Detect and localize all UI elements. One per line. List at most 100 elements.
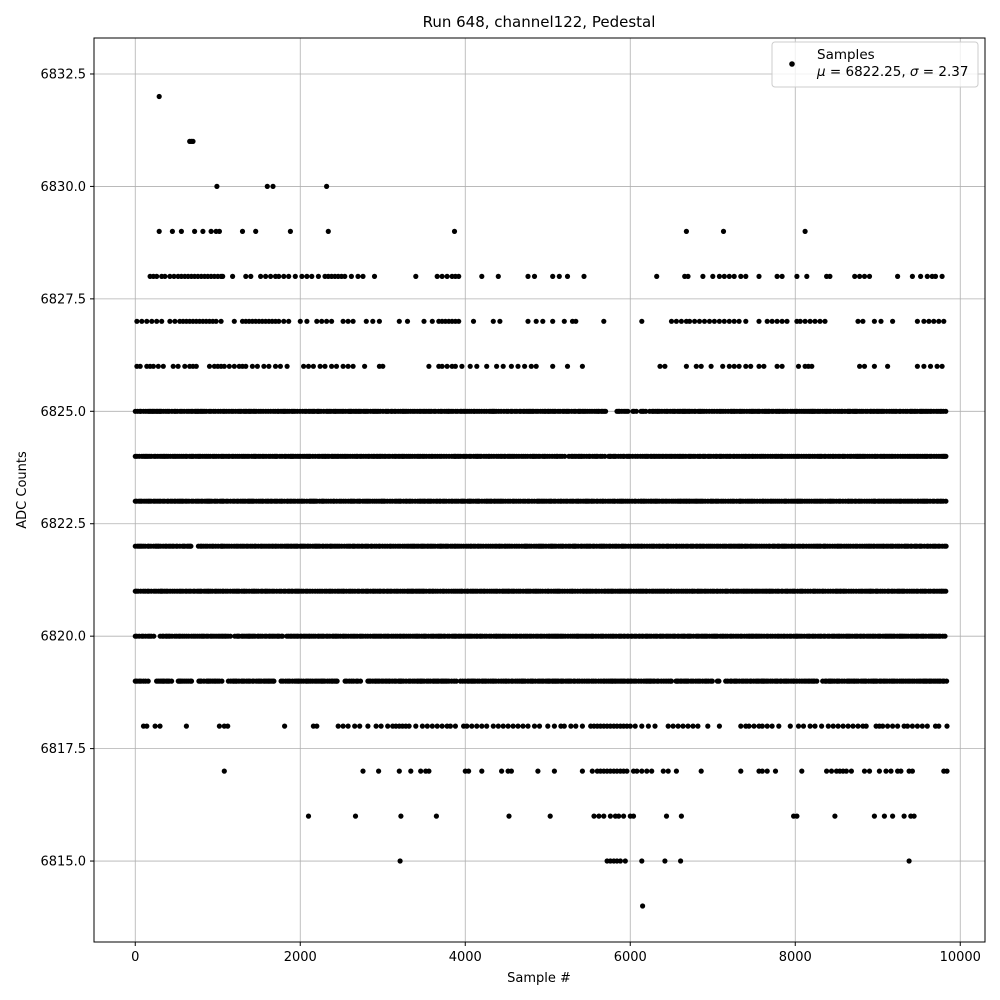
data-point (345, 318, 351, 324)
data-point (643, 408, 649, 414)
data-point (835, 723, 841, 729)
data-point (943, 588, 949, 594)
data-point (906, 858, 912, 864)
data-point (282, 723, 288, 729)
data-point (794, 813, 800, 819)
data-point (743, 363, 749, 369)
data-point (508, 363, 514, 369)
data-point (525, 723, 531, 729)
data-point (188, 678, 195, 684)
data-point (464, 723, 470, 729)
data-point (474, 723, 480, 729)
data-point (573, 318, 579, 324)
data-point (376, 768, 382, 774)
data-point (662, 363, 668, 369)
data-point (230, 273, 236, 279)
data-point (226, 363, 232, 369)
data-point (591, 813, 597, 819)
data-point (371, 273, 378, 279)
data-point (348, 273, 354, 279)
data-point (800, 723, 807, 729)
data-point (305, 363, 312, 369)
data-point (421, 318, 427, 324)
data-point (743, 318, 749, 324)
data-point (171, 273, 177, 279)
data-point (299, 273, 305, 279)
data-point (183, 723, 189, 729)
data-point (579, 363, 586, 369)
y-tick-label: 6827.5 (41, 292, 87, 307)
data-point (263, 273, 269, 279)
data-point (797, 318, 803, 324)
data-point (817, 318, 823, 324)
data-point (881, 813, 888, 819)
data-point (497, 318, 503, 324)
data-point (932, 273, 939, 279)
data-point (943, 453, 949, 459)
data-point (276, 273, 282, 279)
data-point (206, 363, 213, 369)
data-point (640, 903, 646, 909)
data-point (352, 723, 358, 729)
data-point (861, 273, 868, 279)
data-point (709, 678, 715, 684)
data-point (156, 93, 162, 100)
data-point (243, 363, 249, 369)
data-point (467, 363, 473, 369)
data-point (860, 318, 866, 324)
data-point (809, 363, 815, 369)
data-point (456, 273, 462, 279)
data-point (261, 363, 267, 369)
data-point (649, 768, 655, 774)
y-axis-ticks: 6815.0 6817.5 6820.0 6822.5 6825.0 6827.5 6830… (41, 67, 94, 870)
data-point (444, 363, 450, 369)
data-point (624, 768, 630, 774)
data-point (150, 363, 156, 369)
data-point (685, 273, 691, 279)
data-point (936, 723, 942, 729)
data-point (721, 318, 727, 324)
data-point (863, 723, 869, 729)
data-point (683, 363, 690, 369)
data-point (231, 363, 237, 369)
data-point (776, 723, 782, 729)
data-point (596, 813, 602, 819)
data-point (927, 363, 934, 369)
data-point (885, 363, 891, 369)
data-point (678, 318, 685, 324)
data-point (505, 723, 511, 729)
data-point (216, 723, 222, 729)
data-point (525, 273, 531, 279)
data-point (568, 723, 574, 729)
data-point (272, 363, 279, 369)
data-point (564, 363, 571, 369)
data-point (137, 363, 143, 369)
data-point (360, 768, 366, 774)
data-point (621, 813, 627, 819)
data-point (738, 723, 744, 729)
data-point (266, 363, 272, 369)
data-point (500, 363, 506, 369)
data-point (944, 768, 950, 774)
data-point (878, 318, 884, 324)
data-point (756, 363, 762, 369)
data-point (506, 813, 512, 819)
data-point (825, 723, 831, 729)
data-point (670, 723, 676, 729)
data-point (941, 318, 947, 324)
data-point (607, 813, 614, 819)
data-point (756, 318, 762, 324)
data-point (490, 318, 496, 324)
data-point (561, 318, 567, 324)
data-point (413, 273, 419, 279)
data-point (178, 228, 184, 234)
data-point (317, 363, 323, 369)
data-point (921, 363, 927, 369)
data-point (134, 318, 140, 324)
data-point (154, 273, 160, 279)
data-point (784, 318, 790, 324)
data-point (182, 363, 188, 369)
data-point (888, 768, 894, 774)
data-point (162, 273, 168, 279)
data-point (535, 768, 541, 774)
